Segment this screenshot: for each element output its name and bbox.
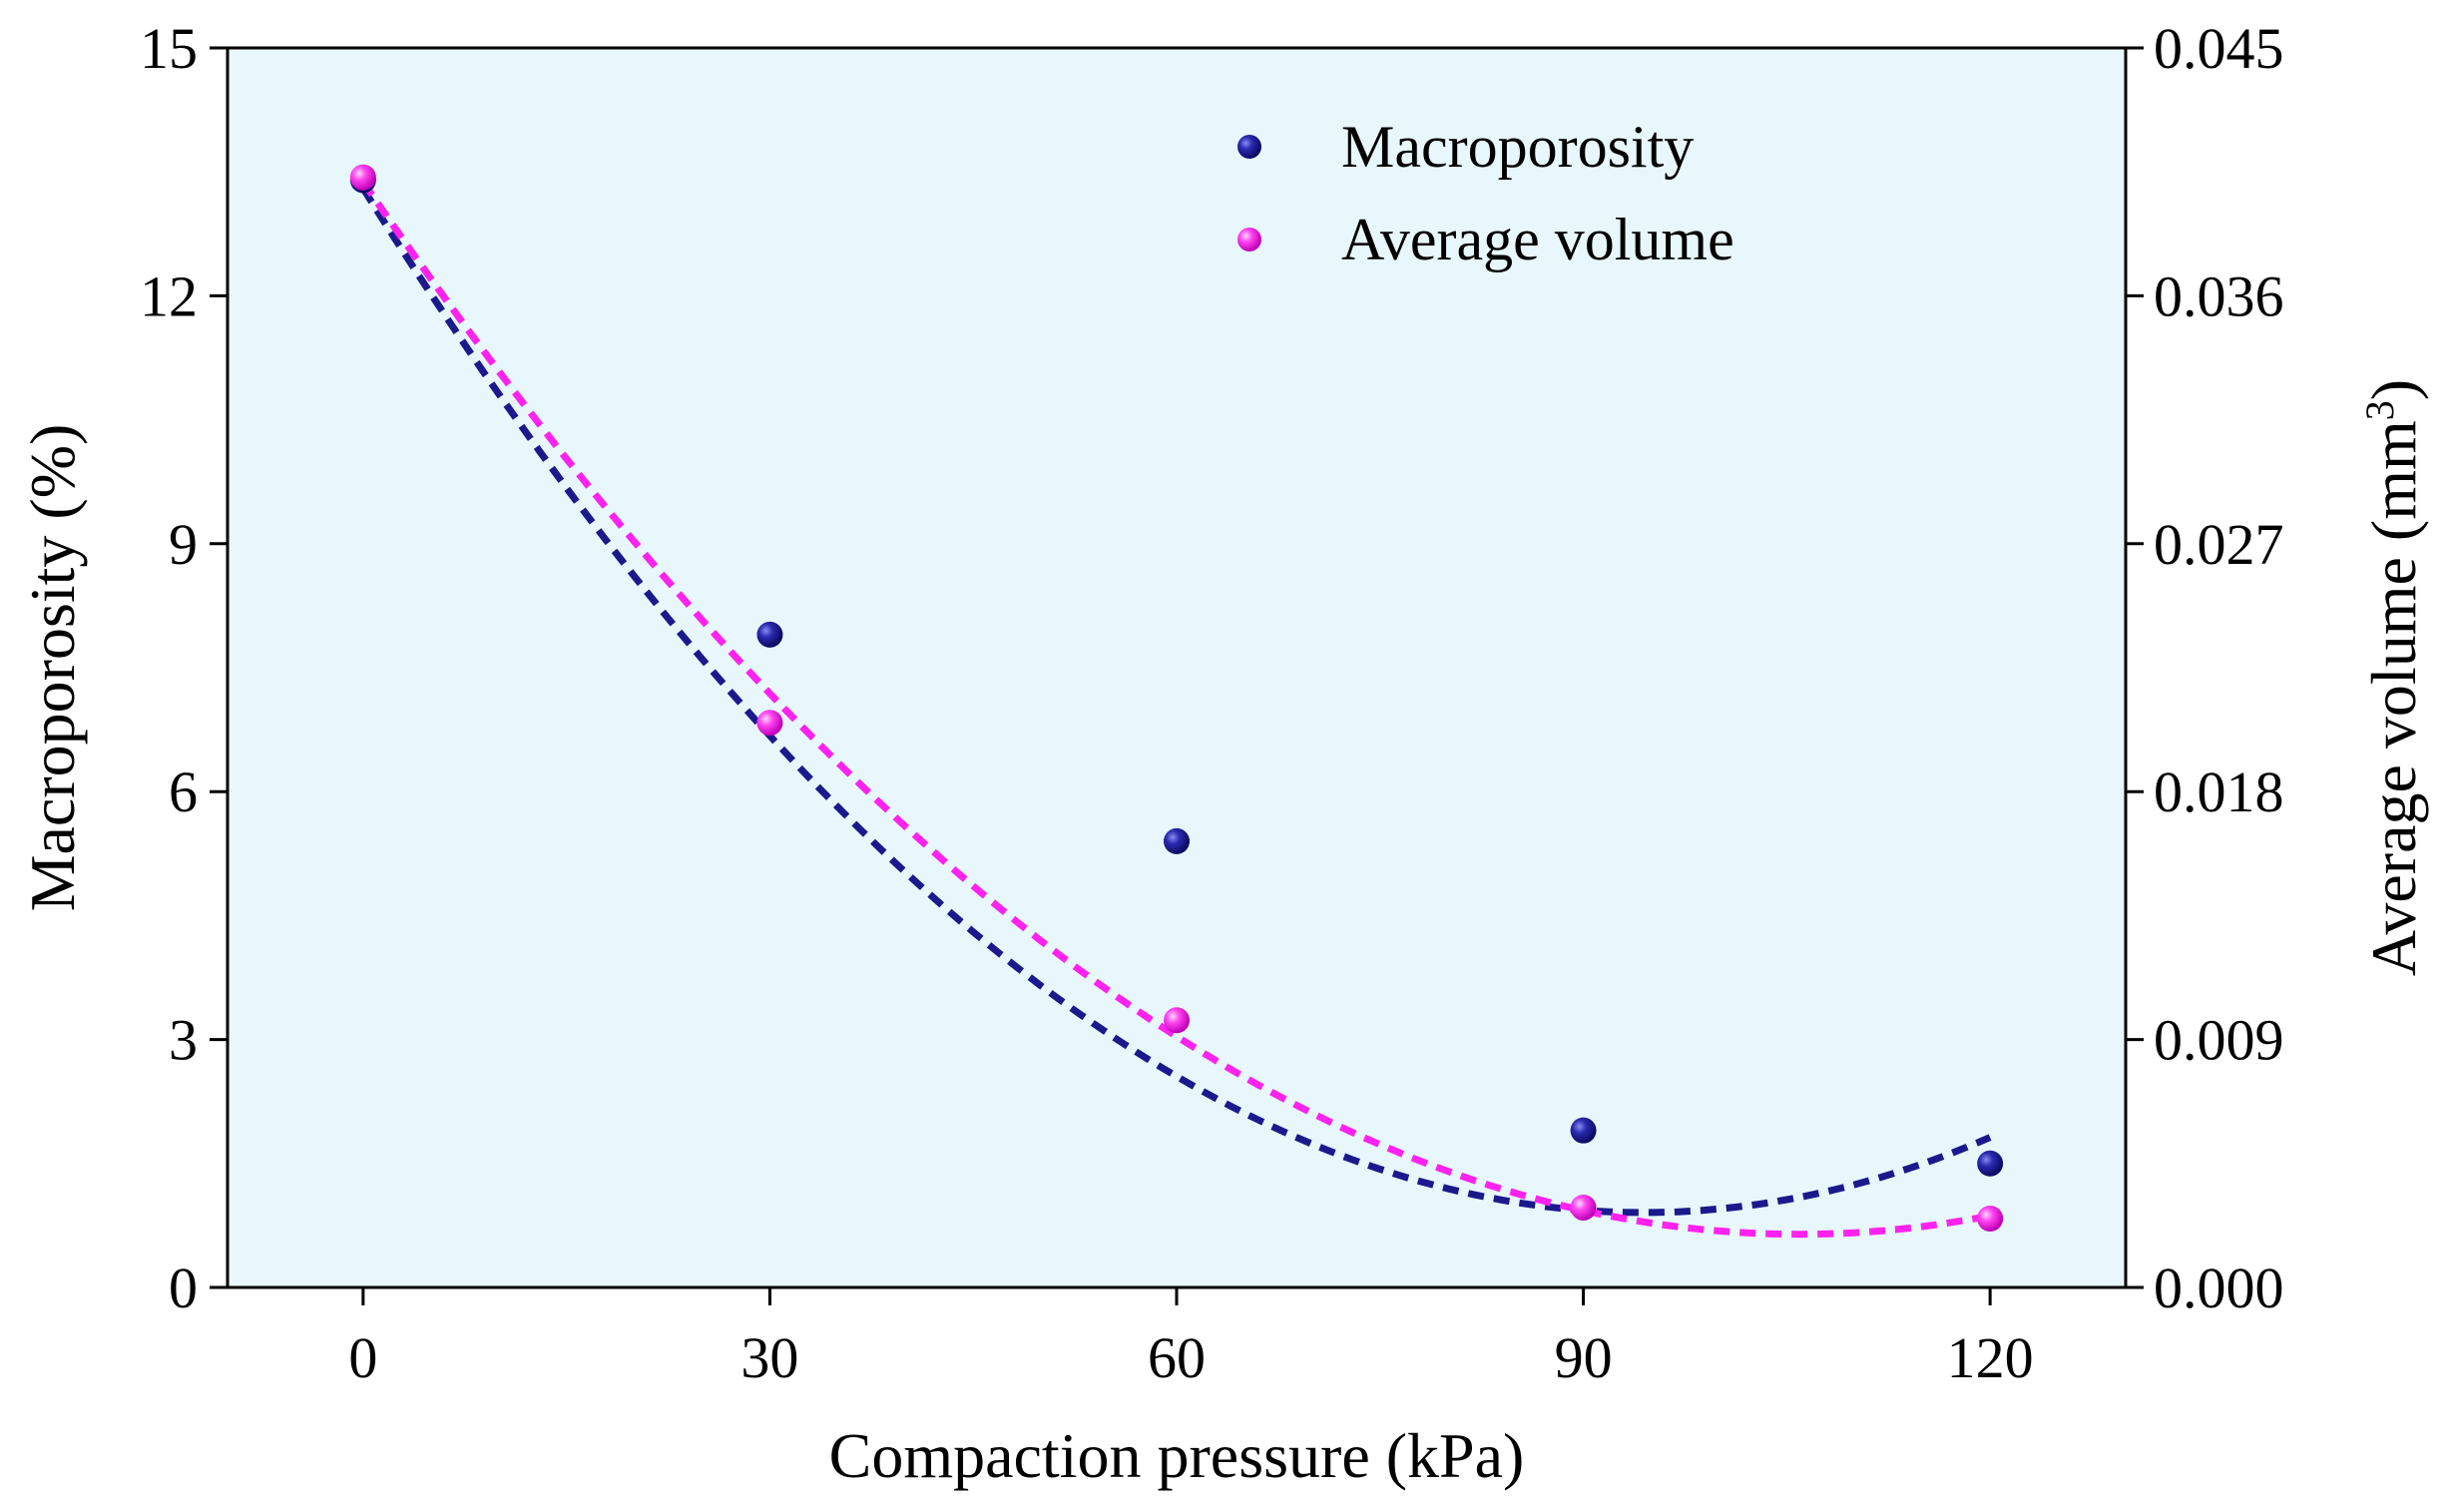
left-y-tick-label: 12: [140, 263, 198, 328]
right-y-tick-label: 0.027: [2154, 512, 2284, 577]
left-y-tick-label: 6: [169, 759, 198, 824]
x-tick-label: 30: [740, 1325, 798, 1390]
point-average-volume: [756, 710, 783, 737]
legend-label-average-volume: Average volume: [1341, 207, 1734, 272]
plot-area: [228, 48, 2126, 1287]
legend-marker-macroporosity: [1237, 135, 1261, 159]
trend-line-macroporosity: [359, 186, 1992, 1217]
trend-line-average-volume: [360, 180, 1991, 1239]
left-y-axis-title: Macroporosity (%): [17, 424, 88, 912]
right-y-tick-label: 0.009: [2154, 1008, 2284, 1073]
left-y-tick-label: 3: [169, 1008, 198, 1073]
left-y-tick-label: 0: [169, 1256, 198, 1320]
x-tick-label: 120: [1947, 1325, 2034, 1390]
point-average-volume: [349, 164, 376, 191]
x-axis: 0 30 60 90 120: [348, 1287, 2034, 1390]
right-y-axis-title-main: Average volume (mm: [2358, 420, 2429, 976]
x-tick-label: 0: [348, 1325, 377, 1390]
right-y-axis-title-superscript: 3: [2357, 400, 2402, 420]
right-y-tick-label: 0.018: [2154, 759, 2284, 824]
point-average-volume: [1570, 1194, 1597, 1221]
point-macroporosity: [756, 621, 783, 648]
point-average-volume: [1164, 1007, 1190, 1034]
right-y-axis: 0.000 0.009 0.018 0.027 0.036 0.045: [2126, 16, 2284, 1320]
right-y-axis-title: Average volume (mm3): [2357, 379, 2430, 976]
x-axis-title: Compaction pressure (kPa): [829, 1420, 1525, 1491]
right-y-tick-label: 0.045: [2154, 16, 2284, 81]
right-y-axis-title-close: ): [2358, 379, 2429, 400]
x-tick-label: 90: [1555, 1325, 1613, 1390]
left-y-tick-label: 15: [140, 16, 198, 81]
right-y-tick-label: 0.036: [2154, 263, 2284, 328]
legend-label-macroporosity: Macroporosity: [1341, 114, 1694, 180]
left-y-tick-label: 9: [169, 512, 198, 577]
point-macroporosity: [1977, 1150, 2004, 1177]
trend-lines: [359, 180, 1992, 1239]
legend-marker-average-volume: [1237, 228, 1261, 252]
x-tick-label: 60: [1148, 1325, 1206, 1390]
point-average-volume: [1977, 1206, 2004, 1232]
point-macroporosity: [1164, 827, 1190, 854]
legend: Macroporosity Average volume: [1237, 114, 1734, 272]
right-y-tick-label: 0.000: [2154, 1256, 2284, 1320]
point-macroporosity: [1570, 1117, 1597, 1144]
left-y-axis: 0 3 6 9 12 15: [140, 16, 228, 1320]
data-points: [349, 164, 2004, 1232]
